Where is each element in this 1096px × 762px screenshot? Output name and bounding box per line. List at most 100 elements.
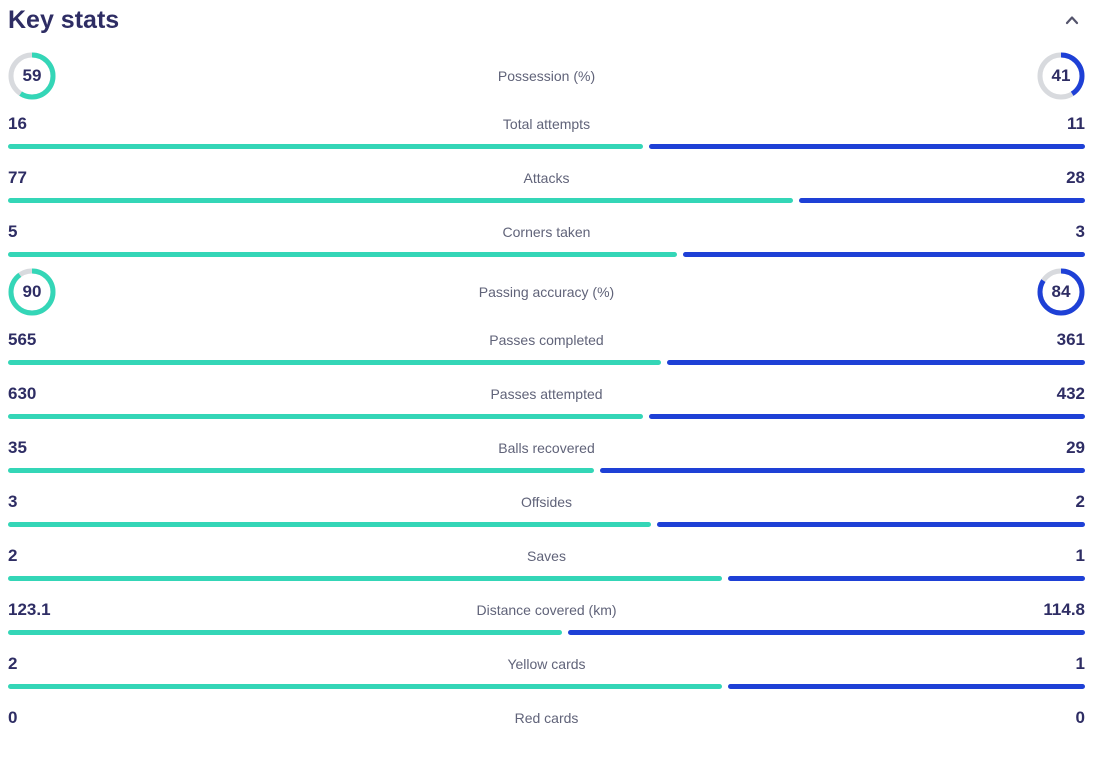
away-value: 2 <box>1075 491 1085 511</box>
collapse-button[interactable] <box>1064 14 1080 26</box>
stat-row: 77 Attacks 28 <box>8 157 1085 211</box>
stat-bar <box>8 522 1085 527</box>
stat-label: Passing accuracy (%) <box>478 284 615 300</box>
home-bar <box>8 144 643 149</box>
stats-list: 59 Possession (%) 41 16 Total attempts 11 77 At… <box>8 49 1085 751</box>
stat-bar <box>8 576 1085 581</box>
away-bar <box>799 198 1085 203</box>
possession-donut: 59 <box>8 52 56 100</box>
stat-bar <box>8 630 1085 635</box>
stat-line: 2 Yellow cards 1 <box>8 643 1085 684</box>
stat-line: 0 Red cards 0 <box>8 697 1085 738</box>
home-bar <box>8 576 722 581</box>
donut-value: 90 <box>22 282 42 301</box>
stat-bar <box>8 252 1085 257</box>
stat-label: Red cards <box>514 709 579 726</box>
panel-title: Key stats <box>8 6 120 34</box>
stat-row: 90 Passing accuracy (%) 84 <box>8 265 1085 319</box>
home-value: 630 <box>8 383 37 403</box>
home-value: 77 <box>8 167 27 187</box>
away-value: 1 <box>1075 545 1085 565</box>
away-bar <box>683 252 1085 257</box>
stat-bar <box>8 684 1085 689</box>
stat-bar <box>8 414 1085 419</box>
away-value: 3 <box>1075 221 1085 241</box>
away-value: 29 <box>1066 437 1085 457</box>
stat-row: 565 Passes completed 361 <box>8 319 1085 373</box>
away-bar <box>667 360 1085 365</box>
possession-donut: 41 <box>1037 52 1085 100</box>
donut-value: 41 <box>1051 66 1071 85</box>
home-bar <box>8 522 651 527</box>
away-bar <box>568 630 1085 635</box>
away-bar <box>656 522 1085 527</box>
stat-bar <box>8 468 1085 473</box>
stat-row: 123.1 Distance covered (km) 114.8 <box>8 589 1085 643</box>
stat-row: 5 Corners taken 3 <box>8 211 1085 265</box>
home-bar <box>8 198 794 203</box>
stat-line: 16 Total attempts 11 <box>8 103 1085 144</box>
away-bar <box>649 414 1085 419</box>
away-value: 114.8 <box>1043 599 1085 619</box>
possession-donut: 84 <box>1037 268 1085 316</box>
stat-label: Saves <box>527 547 566 564</box>
stat-line: 5 Corners taken 3 <box>8 211 1085 252</box>
away-bar <box>728 684 1085 689</box>
away-bar <box>648 144 1085 149</box>
stat-label: Distance covered (km) <box>476 601 617 618</box>
away-value: 432 <box>1056 383 1085 403</box>
stat-row: 2 Yellow cards 1 <box>8 643 1085 697</box>
home-value: 35 <box>8 437 27 457</box>
stat-line: 35 Balls recovered 29 <box>8 427 1085 468</box>
stat-label: Attacks <box>523 169 570 186</box>
home-value: 565 <box>8 329 37 349</box>
chevron-up-icon <box>1064 14 1080 29</box>
donut-value: 84 <box>1051 282 1071 301</box>
stat-row: 3 Offsides 2 <box>8 481 1085 535</box>
stat-bar <box>8 144 1085 149</box>
stat-line: 2 Saves 1 <box>8 535 1085 576</box>
stat-line: 123.1 Distance covered (km) 114.8 <box>8 589 1085 630</box>
possession-donut: 90 <box>8 268 56 316</box>
home-value: 2 <box>8 545 18 565</box>
stat-row: 2 Saves 1 <box>8 535 1085 589</box>
home-value: 5 <box>8 221 18 241</box>
home-value: 123.1 <box>8 599 51 619</box>
home-bar <box>8 360 662 365</box>
away-value: 11 <box>1067 113 1085 133</box>
home-value: 3 <box>8 491 18 511</box>
home-bar <box>8 468 594 473</box>
away-value: 1 <box>1075 653 1085 673</box>
stat-label: Total attempts <box>502 115 591 132</box>
home-bar <box>8 252 678 257</box>
stat-line: 77 Attacks 28 <box>8 157 1085 198</box>
stat-bar <box>8 198 1085 203</box>
stat-line: 630 Passes attempted 432 <box>8 373 1085 414</box>
stat-label: Passes attempted <box>490 385 603 402</box>
away-value: 361 <box>1056 329 1085 349</box>
home-value: 2 <box>8 653 18 673</box>
stat-row: 35 Balls recovered 29 <box>8 427 1085 481</box>
away-bar <box>728 576 1085 581</box>
donut-value: 59 <box>22 66 42 85</box>
home-bar <box>8 414 644 419</box>
stat-label: Yellow cards <box>507 655 586 672</box>
stat-row: 0 Red cards 0 <box>8 697 1085 751</box>
panel-header: Key stats <box>8 4 1085 49</box>
stat-row: 59 Possession (%) 41 <box>8 49 1085 103</box>
stat-label: Passes completed <box>489 331 604 348</box>
stat-row: 630 Passes attempted 432 <box>8 373 1085 427</box>
stat-line: 3 Offsides 2 <box>8 481 1085 522</box>
stat-row: 16 Total attempts 11 <box>8 103 1085 157</box>
home-value: 0 <box>8 707 18 727</box>
away-value: 0 <box>1075 707 1085 727</box>
stat-bar <box>8 360 1085 365</box>
home-bar <box>8 630 563 635</box>
home-value: 16 <box>8 113 27 133</box>
away-value: 28 <box>1066 167 1085 187</box>
stat-label: Offsides <box>520 493 573 510</box>
away-bar <box>599 468 1085 473</box>
home-bar <box>8 684 722 689</box>
stat-line: 565 Passes completed 361 <box>8 319 1085 360</box>
